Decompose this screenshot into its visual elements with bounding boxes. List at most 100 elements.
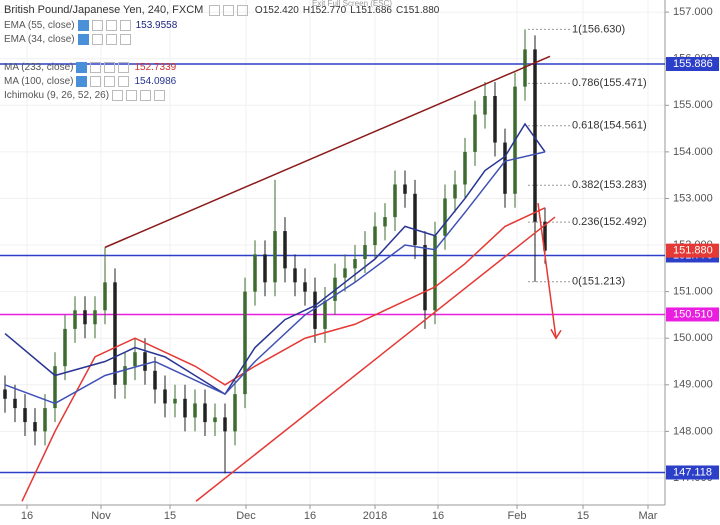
candle-body — [443, 198, 447, 236]
candle-body — [503, 142, 507, 194]
x-tick-label: 16 — [432, 510, 444, 522]
trendline — [195, 216, 556, 502]
candle-body — [293, 268, 297, 283]
icon[interactable] — [91, 20, 103, 31]
indicator-row: EMA (55, close) 153.9558 — [4, 20, 177, 31]
indicator-row: EMA (34, close) — [4, 34, 131, 45]
icon[interactable] — [119, 20, 131, 31]
candle-body — [23, 408, 27, 423]
y-tick-label: 148.000 — [673, 425, 713, 437]
candle-body — [193, 403, 197, 418]
icon[interactable] — [104, 76, 116, 87]
candle-body — [113, 282, 117, 385]
x-tick-label: 15 — [164, 510, 176, 522]
candle-body — [453, 184, 457, 199]
icon[interactable] — [104, 62, 116, 73]
indicator-name: MA (100, close) — [4, 76, 74, 88]
ohlc: O152.420 H152.770 L151.686 C151.880 — [255, 5, 443, 16]
icon[interactable] — [112, 90, 124, 101]
candle-body — [373, 226, 377, 246]
candle-body — [403, 184, 407, 194]
y-tick-label: 150.000 — [673, 332, 713, 344]
candle-body — [273, 231, 277, 283]
candle-body — [213, 417, 217, 423]
icon[interactable] — [105, 20, 117, 31]
icon[interactable] — [90, 76, 102, 87]
x-tick-label: Feb — [508, 510, 527, 522]
price-label: 151.880 — [673, 245, 713, 257]
candle-body — [203, 403, 207, 423]
candle-body — [143, 352, 147, 371]
candle-body — [263, 254, 267, 283]
icon[interactable] — [105, 34, 117, 45]
candle-body — [323, 300, 327, 329]
candle-body — [363, 245, 367, 260]
icon[interactable] — [140, 90, 152, 101]
icon[interactable] — [126, 90, 138, 101]
candle-body — [463, 151, 467, 185]
candle-body — [53, 366, 57, 409]
icon[interactable] — [91, 34, 103, 45]
ohlc-value: O152.420 — [254, 5, 299, 16]
x-tick-label: 16 — [21, 510, 33, 522]
candle-body — [13, 398, 17, 409]
chart-title: British Pound/Japanese Yen, 240, FXCM — [4, 4, 204, 16]
x-tick-label: 16 — [304, 510, 316, 522]
toolbar-hint[interactable]: Exit Full Screen (ESC) — [312, 0, 393, 8]
y-tick-label: 154.000 — [673, 146, 713, 158]
icon[interactable] — [237, 4, 249, 16]
indicator-name: Ichimoku (9, 26, 52, 26) — [4, 90, 110, 102]
arrow-head — [550, 328, 562, 340]
indicator-row: MA (233, close) 152.7339 — [4, 62, 176, 73]
trendline — [537, 203, 557, 339]
icon[interactable] — [154, 90, 166, 101]
icon[interactable] — [223, 4, 235, 16]
moving-average — [4, 122, 546, 396]
ohlc-value: C151.880 — [395, 5, 440, 16]
y-tick-label: 153.000 — [673, 192, 713, 204]
y-tick-label: 157.000 — [673, 6, 713, 18]
candle-body — [63, 328, 67, 367]
price-label: 155.886 — [673, 58, 713, 70]
icon[interactable] — [90, 62, 102, 73]
indicator-name: EMA (34, close) — [4, 34, 75, 46]
price-label-box — [666, 57, 719, 72]
candle-body — [163, 389, 167, 404]
icon[interactable] — [119, 34, 131, 45]
candle-body — [183, 398, 187, 418]
candle-body — [283, 231, 287, 269]
icon[interactable] — [77, 34, 89, 45]
candle-body — [233, 394, 237, 432]
icon[interactable] — [209, 4, 221, 16]
ohlc-value: L151.686 — [350, 5, 392, 16]
candle-body — [433, 235, 437, 311]
candle-body — [483, 95, 487, 115]
x-tick-label: Nov — [91, 510, 111, 522]
icon[interactable] — [118, 62, 130, 73]
candle-body — [3, 389, 7, 399]
candle-body — [173, 398, 177, 404]
candle-body — [33, 422, 37, 432]
header: British Pound/Japanese Yen, 240, FXCM O1… — [4, 4, 443, 16]
candle-body — [393, 184, 397, 218]
icon[interactable] — [118, 76, 130, 87]
y-tick-label: 155.000 — [673, 99, 713, 111]
indicator-value: 154.0986 — [134, 76, 177, 88]
indicator-name: EMA (55, close) — [4, 20, 75, 32]
candle-body — [93, 310, 97, 325]
x-tick-label: 15 — [577, 510, 589, 522]
candle-body — [43, 408, 47, 432]
x-tick-label: Dec — [236, 510, 256, 522]
icon[interactable] — [76, 62, 88, 73]
candle-body — [493, 95, 497, 143]
icon[interactable] — [76, 76, 88, 87]
candle-body — [153, 370, 157, 390]
candle-body — [343, 268, 347, 278]
icon[interactable] — [77, 20, 89, 31]
y-tick-label: 149.000 — [673, 379, 713, 391]
price-label: 147.118 — [673, 466, 712, 478]
price-label-box — [666, 465, 719, 480]
candle-body — [223, 417, 227, 432]
fib-label: 1(156.630) — [572, 23, 625, 35]
